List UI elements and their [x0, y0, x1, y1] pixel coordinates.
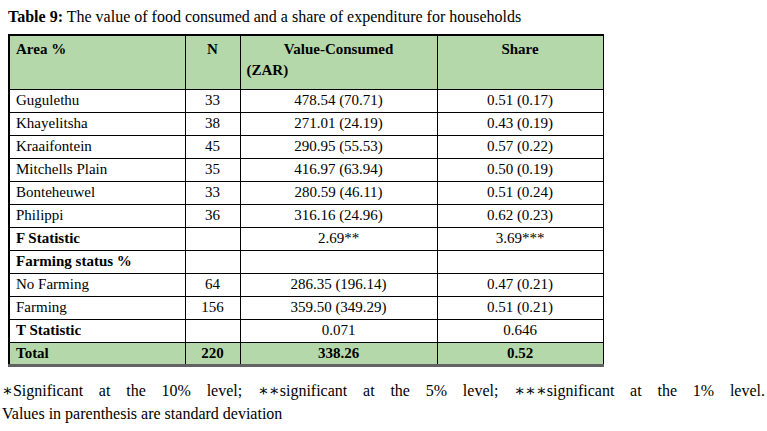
table-row-t-statistic: T Statistic 0.071 0.646	[9, 319, 603, 342]
value-cell: 338.26	[240, 342, 437, 365]
header-value-line1: Value-Consumed	[241, 39, 437, 60]
table-row-farming: Farming 156 359.50 (349.29) 0.51 (0.21)	[9, 296, 603, 319]
area-cell: Farming	[9, 296, 185, 319]
value-cell	[240, 250, 437, 273]
share-cell: 0.51 (0.24)	[437, 181, 603, 204]
header-n: N	[185, 35, 240, 89]
table-row-total: Total 220 338.26 0.52	[9, 342, 603, 365]
table-row-farming-status: Farming status %	[9, 250, 603, 273]
n-cell: 220	[185, 342, 240, 365]
area-cell: Farming status %	[9, 250, 185, 273]
document-page: Table 9: The value of food consumed and …	[0, 0, 767, 431]
share-cell: 0.62 (0.23)	[437, 204, 603, 227]
n-cell: 45	[185, 135, 240, 158]
food-value-table: Area % N Value-Consumed (ZAR) Share Gugu…	[8, 34, 604, 367]
area-cell: Philippi	[9, 204, 185, 227]
header-area: Area %	[9, 35, 185, 89]
table-row-khayelitsha: Khayelitsha 38 271.01 (24.19) 0.43 (0.19…	[9, 112, 603, 135]
table-row-no-farming: No Farming 64 286.35 (196.14) 0.47 (0.21…	[9, 273, 603, 296]
value-cell: 416.97 (63.94)	[240, 158, 437, 181]
share-cell: 0.50 (0.19)	[437, 158, 603, 181]
area-cell: Khayelitsha	[9, 112, 185, 135]
share-cell: 0.646	[437, 319, 603, 342]
value-cell: 271.01 (24.19)	[240, 112, 437, 135]
n-cell: 38	[185, 112, 240, 135]
table-row-gugulethu: Gugulethu 33 478.54 (70.71) 0.51 (0.17)	[9, 89, 603, 112]
area-cell: Mitchells Plain	[9, 158, 185, 181]
n-cell: 33	[185, 181, 240, 204]
n-cell: 33	[185, 89, 240, 112]
footnote-significance-line: ∗Significant at the 10% level; ∗∗signifi…	[2, 379, 765, 402]
value-cell: 316.16 (24.96)	[240, 204, 437, 227]
header-value-line2: (ZAR)	[241, 60, 437, 81]
footnote-parenthesis-line: Values in parenthesis are standard devia…	[2, 402, 765, 425]
area-cell: T Statistic	[9, 319, 185, 342]
n-cell: 156	[185, 296, 240, 319]
share-cell: 0.51 (0.21)	[437, 296, 603, 319]
value-cell: 0.071	[240, 319, 437, 342]
share-cell	[437, 250, 603, 273]
share-cell: 0.52	[437, 342, 603, 365]
value-cell: 286.35 (196.14)	[240, 273, 437, 296]
n-cell: 36	[185, 204, 240, 227]
area-cell: Total	[9, 342, 185, 365]
header-share: Share	[437, 35, 603, 89]
area-cell: Bonteheuwel	[9, 181, 185, 204]
table-row-bonteheuwel: Bonteheuwel 33 280.59 (46.11) 0.51 (0.24…	[9, 181, 603, 204]
header-value-consumed: Value-Consumed (ZAR)	[240, 35, 437, 89]
value-cell: 280.59 (46.11)	[240, 181, 437, 204]
area-cell: Gugulethu	[9, 89, 185, 112]
value-cell: 359.50 (349.29)	[240, 296, 437, 319]
area-cell: No Farming	[9, 273, 185, 296]
table-row-philippi: Philippi 36 316.16 (24.96) 0.62 (0.23)	[9, 204, 603, 227]
n-cell	[185, 227, 240, 250]
table-header-row: Area % N Value-Consumed (ZAR) Share	[9, 35, 603, 89]
table-row-f-statistic: F Statistic 2.69** 3.69***	[9, 227, 603, 250]
share-cell: 0.57 (0.22)	[437, 135, 603, 158]
table-caption-text: The value of food consumed and a share o…	[67, 8, 522, 25]
table-caption: Table 9: The value of food consumed and …	[8, 6, 767, 28]
share-cell: 0.43 (0.19)	[437, 112, 603, 135]
table-row-kraaifontein: Kraaifontein 45 290.95 (55.53) 0.57 (0.2…	[9, 135, 603, 158]
n-cell	[185, 319, 240, 342]
table-row-mitchells-plain: Mitchells Plain 35 416.97 (63.94) 0.50 (…	[9, 158, 603, 181]
share-cell: 0.51 (0.17)	[437, 89, 603, 112]
area-cell: F Statistic	[9, 227, 185, 250]
area-cell: Kraaifontein	[9, 135, 185, 158]
value-cell: 2.69**	[240, 227, 437, 250]
share-cell: 3.69***	[437, 227, 603, 250]
table-footnote: ∗Significant at the 10% level; ∗∗signifi…	[0, 379, 767, 425]
n-cell	[185, 250, 240, 273]
share-cell: 0.47 (0.21)	[437, 273, 603, 296]
n-cell: 35	[185, 158, 240, 181]
value-cell: 290.95 (55.53)	[240, 135, 437, 158]
table-caption-label: Table 9:	[8, 8, 63, 25]
value-cell: 478.54 (70.71)	[240, 89, 437, 112]
n-cell: 64	[185, 273, 240, 296]
